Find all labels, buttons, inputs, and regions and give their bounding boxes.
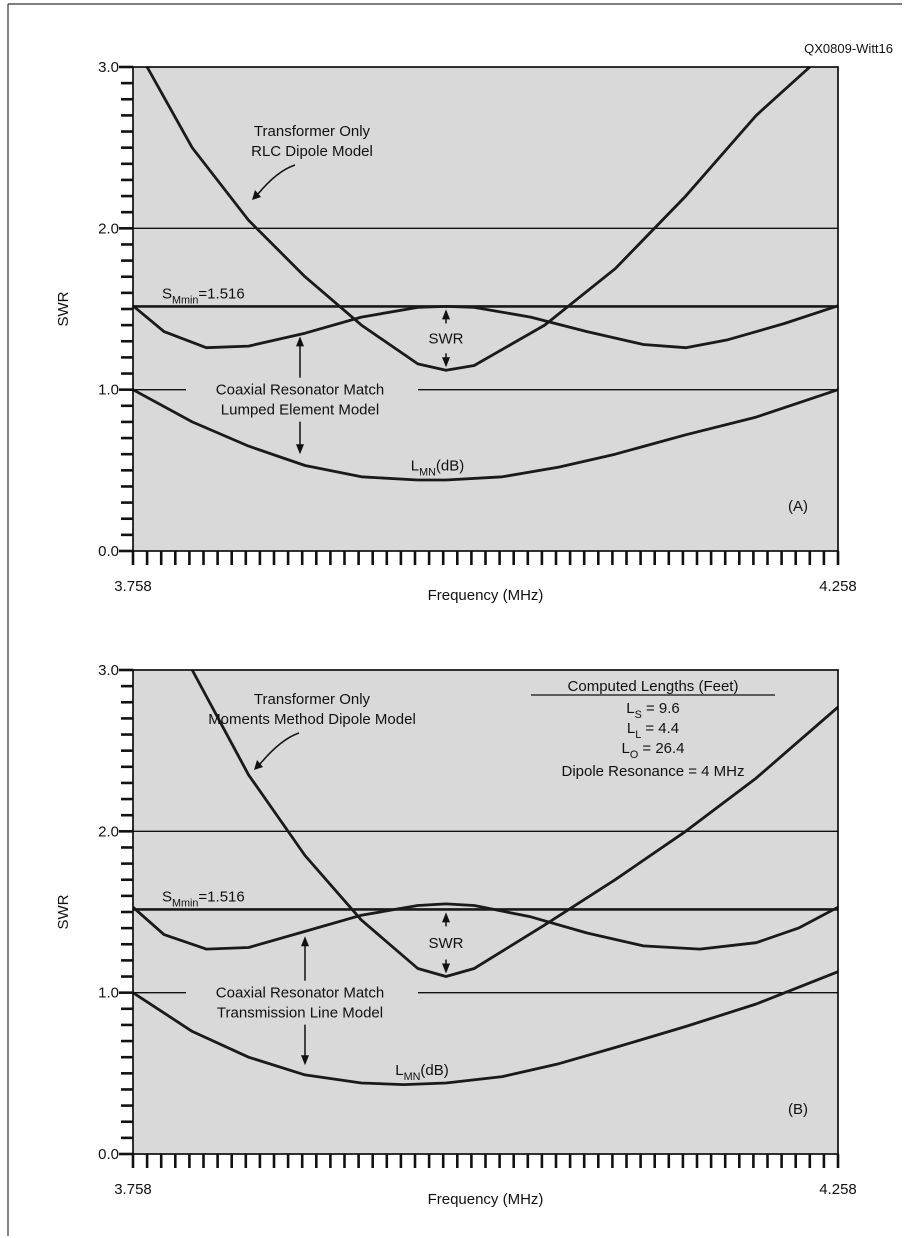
x-tick-label: 3.758 xyxy=(114,1181,152,1198)
loss-label-sub: MN xyxy=(419,466,436,478)
panel-a: 0.0 1.0 2.0 3.0 3.758 4.258 Frequency (MHz) SWR… xyxy=(55,59,857,604)
y-tick-label: 1.0 xyxy=(98,382,119,399)
computed-lengths-title: Computed Lengths (Feet) xyxy=(568,678,739,695)
transformer-leader xyxy=(257,164,296,195)
coaxial-swr-curve xyxy=(133,902,838,951)
smmin-label-sub: Mmin xyxy=(172,897,198,909)
annotation-mask xyxy=(186,385,418,394)
annotation-mask xyxy=(186,988,418,997)
coaxial-down-arrowhead xyxy=(296,444,304,455)
smmin-label-rest: =1.516 xyxy=(198,285,244,302)
coaxial-label-line2: Lumped Element Model xyxy=(221,402,379,419)
length-line-rest: = 9.6 xyxy=(642,700,680,717)
loss-label: LMN(dB) xyxy=(395,1062,448,1083)
length-line: LS = 9.6 xyxy=(626,700,680,721)
swr-arrowhead-bottom xyxy=(442,963,451,974)
y-tick-label: 3.0 xyxy=(98,662,119,679)
coaxial-swr-curve xyxy=(133,304,838,350)
y-tick-label: 3.0 xyxy=(98,59,119,76)
loss-label-sub: MN xyxy=(404,1071,421,1083)
length-line-sub: L xyxy=(635,729,641,741)
loss-curve xyxy=(133,388,838,482)
length-line: LL = 4.4 xyxy=(627,720,679,741)
x-tick-label: 4.258 xyxy=(819,1181,857,1198)
panel-b: 0.0 1.0 2.0 3.0 3.758 4.258 Frequency (MHz) SWR… xyxy=(55,662,857,1208)
plot-area xyxy=(133,670,838,1154)
length-line-main: L xyxy=(626,700,634,717)
x-tick-label: 3.758 xyxy=(114,578,152,595)
y-tick-label: 2.0 xyxy=(98,220,119,237)
x-axis-label: Frequency (MHz) xyxy=(428,1191,544,1208)
coaxial-label-line1: Coaxial Resonator Match xyxy=(216,985,384,1002)
y-tick-label: 0.0 xyxy=(98,543,119,560)
loss-label-rest: (dB) xyxy=(420,1062,448,1079)
length-line-rest: = 26.4 xyxy=(638,740,684,757)
transformer-label-line1: Transformer Only xyxy=(254,123,371,140)
length-line-main: L xyxy=(621,740,629,757)
swr-label: SWR xyxy=(429,330,464,347)
length-line-main: L xyxy=(627,720,635,737)
smmin-label-rest: =1.516 xyxy=(198,888,244,905)
coaxial-label-line1: Coaxial Resonator Match xyxy=(216,382,384,399)
loss-label-main: L xyxy=(395,1062,403,1079)
length-line-rest: = 4.4 xyxy=(641,720,679,737)
transformer-arrowhead xyxy=(252,190,261,200)
coaxial-up-arrowhead xyxy=(296,336,304,347)
coaxial-up-arrowhead xyxy=(301,936,309,947)
y-axis-label: SWR xyxy=(55,894,72,929)
dipole-resonance-label: Dipole Resonance = 4 MHz xyxy=(561,763,744,780)
y-tick-label: 0.0 xyxy=(98,1146,119,1163)
smmin-label-main: S xyxy=(162,888,172,905)
coaxial-down-arrowhead xyxy=(301,1055,309,1066)
panel-label: (A) xyxy=(788,498,808,515)
smmin-label-main: S xyxy=(162,285,172,302)
transformer-arrowhead xyxy=(254,760,263,770)
transformer-curve xyxy=(190,670,838,978)
coaxial-label-line2: Transmission Line Model xyxy=(217,1005,383,1022)
smmin-label-sub: Mmin xyxy=(172,294,198,306)
loss-curve xyxy=(133,970,838,1086)
loss-label: LMN(dB) xyxy=(411,457,464,478)
length-line-sub: O xyxy=(630,749,638,761)
x-axis-label: Frequency (MHz) xyxy=(428,587,544,604)
y-tick-label: 1.0 xyxy=(98,985,119,1002)
figure-id: QX0809-Witt16 xyxy=(804,41,893,56)
smmin-label: SMmin=1.516 xyxy=(162,888,245,909)
swr-arrowhead-top xyxy=(442,912,451,923)
transformer-label-line2: Moments Method Dipole Model xyxy=(208,711,416,728)
length-line-sub: S xyxy=(635,709,642,721)
transformer-label-line1: Transformer Only xyxy=(254,691,371,708)
transformer-leader xyxy=(259,732,300,765)
swr-arrowhead-bottom xyxy=(442,357,451,368)
loss-label-main: L xyxy=(411,457,419,474)
transformer-label-line2: RLC Dipole Model xyxy=(251,143,373,160)
transformer-curve xyxy=(145,67,811,372)
panel-label: (B) xyxy=(788,1101,808,1118)
smmin-label: SMmin=1.516 xyxy=(162,285,245,306)
y-tick-label: 2.0 xyxy=(98,823,119,840)
swr-label: SWR xyxy=(429,935,464,952)
length-line: LO = 26.4 xyxy=(621,740,684,761)
x-tick-label: 4.258 xyxy=(819,578,857,595)
swr-arrowhead-top xyxy=(442,309,451,320)
y-axis-label: SWR xyxy=(55,291,72,326)
loss-label-rest: (dB) xyxy=(436,457,464,474)
